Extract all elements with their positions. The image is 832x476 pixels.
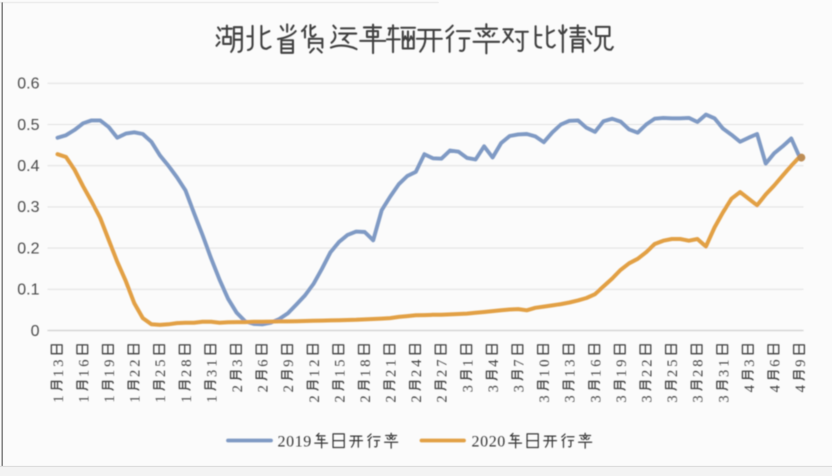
svg-text:3: 3 xyxy=(716,395,732,402)
svg-text:3: 3 xyxy=(716,370,732,377)
svg-text:1: 1 xyxy=(716,360,732,367)
svg-text:9: 9 xyxy=(102,360,118,367)
svg-text:1: 1 xyxy=(563,370,579,377)
svg-text:6: 6 xyxy=(76,360,92,367)
svg-text:1: 1 xyxy=(358,370,374,377)
svg-text:1: 1 xyxy=(76,395,92,402)
svg-text:4: 4 xyxy=(409,359,425,367)
svg-text:2: 2 xyxy=(640,360,656,367)
svg-text:1: 1 xyxy=(51,370,67,377)
svg-text:1: 1 xyxy=(204,395,220,402)
svg-text:3: 3 xyxy=(640,395,656,402)
svg-text:0: 0 xyxy=(31,323,40,340)
svg-text:2: 2 xyxy=(256,385,272,392)
svg-text:0.2: 0.2 xyxy=(17,240,39,257)
svg-text:1: 1 xyxy=(51,395,67,402)
svg-text:1: 1 xyxy=(295,433,303,450)
svg-text:4: 4 xyxy=(486,359,502,367)
svg-text:9: 9 xyxy=(303,433,311,450)
svg-text:2: 2 xyxy=(665,370,681,377)
svg-text:0.5: 0.5 xyxy=(17,117,39,134)
svg-text:2: 2 xyxy=(435,395,451,402)
svg-text:5: 5 xyxy=(665,360,681,367)
svg-text:2: 2 xyxy=(489,433,497,450)
svg-text:2: 2 xyxy=(278,433,286,450)
svg-text:3: 3 xyxy=(460,385,476,392)
svg-text:8: 8 xyxy=(691,360,707,367)
svg-text:0.6: 0.6 xyxy=(17,76,39,93)
svg-text:2: 2 xyxy=(435,370,451,377)
svg-text:2: 2 xyxy=(409,370,425,377)
svg-text:1: 1 xyxy=(179,395,195,402)
svg-text:3: 3 xyxy=(563,395,579,402)
svg-text:0.3: 0.3 xyxy=(17,199,39,216)
svg-text:6: 6 xyxy=(768,360,784,367)
svg-text:2: 2 xyxy=(153,370,169,377)
svg-text:2: 2 xyxy=(384,395,400,402)
svg-text:0.1: 0.1 xyxy=(17,282,39,299)
svg-text:2: 2 xyxy=(128,370,144,377)
svg-text:0.4: 0.4 xyxy=(17,158,39,175)
svg-text:2: 2 xyxy=(307,395,323,402)
svg-text:3: 3 xyxy=(563,360,579,367)
svg-text:4: 4 xyxy=(793,384,809,392)
svg-text:1: 1 xyxy=(153,395,169,402)
svg-text:2: 2 xyxy=(128,360,144,367)
svg-text:7: 7 xyxy=(435,360,451,367)
svg-text:3: 3 xyxy=(742,360,758,367)
svg-text:2: 2 xyxy=(281,385,297,392)
svg-text:0: 0 xyxy=(286,433,294,450)
svg-text:3: 3 xyxy=(51,360,67,367)
svg-text:1: 1 xyxy=(384,360,400,367)
svg-text:3: 3 xyxy=(486,385,502,392)
svg-text:8: 8 xyxy=(179,360,195,367)
svg-text:3: 3 xyxy=(537,395,553,402)
svg-text:2: 2 xyxy=(384,370,400,377)
svg-text:4: 4 xyxy=(768,384,784,392)
svg-text:3: 3 xyxy=(665,395,681,402)
svg-text:8: 8 xyxy=(358,360,374,367)
svg-text:4: 4 xyxy=(742,384,758,392)
svg-text:0: 0 xyxy=(537,360,553,367)
svg-text:0: 0 xyxy=(497,433,505,450)
svg-text:5: 5 xyxy=(332,360,348,367)
svg-text:1: 1 xyxy=(460,360,476,367)
svg-text:3: 3 xyxy=(614,395,630,402)
svg-text:9: 9 xyxy=(614,360,630,367)
svg-text:5: 5 xyxy=(153,360,169,367)
svg-text:9: 9 xyxy=(281,360,297,367)
svg-text:2: 2 xyxy=(332,395,348,402)
svg-text:1: 1 xyxy=(332,370,348,377)
svg-text:3: 3 xyxy=(230,360,246,367)
svg-text:3: 3 xyxy=(204,370,220,377)
svg-text:3: 3 xyxy=(588,395,604,402)
svg-text:1: 1 xyxy=(102,370,118,377)
svg-text:2: 2 xyxy=(179,370,195,377)
svg-text:3: 3 xyxy=(512,385,528,392)
svg-text:2: 2 xyxy=(307,360,323,367)
svg-text:2: 2 xyxy=(691,370,707,377)
svg-text:2: 2 xyxy=(230,385,246,392)
svg-text:1: 1 xyxy=(588,370,604,377)
svg-text:1: 1 xyxy=(204,360,220,367)
svg-text:1: 1 xyxy=(307,370,323,377)
svg-text:1: 1 xyxy=(76,370,92,377)
svg-text:2: 2 xyxy=(640,370,656,377)
svg-text:6: 6 xyxy=(588,360,604,367)
svg-text:1: 1 xyxy=(102,395,118,402)
svg-text:2: 2 xyxy=(409,395,425,402)
svg-text:0: 0 xyxy=(480,433,488,450)
svg-text:9: 9 xyxy=(793,360,809,367)
svg-text:6: 6 xyxy=(256,360,272,367)
svg-text:1: 1 xyxy=(128,395,144,402)
svg-text:1: 1 xyxy=(614,370,630,377)
svg-text:2: 2 xyxy=(358,395,374,402)
svg-text:7: 7 xyxy=(512,360,528,367)
svg-text:3: 3 xyxy=(691,395,707,402)
svg-text:1: 1 xyxy=(537,370,553,377)
svg-text:2: 2 xyxy=(472,433,480,450)
